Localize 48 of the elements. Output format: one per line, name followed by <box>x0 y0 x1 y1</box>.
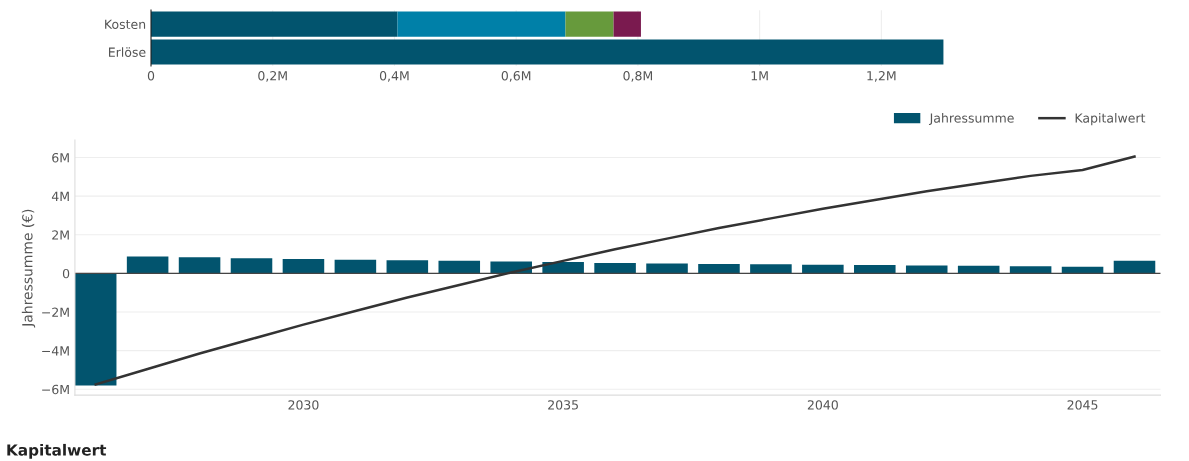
y-axis-title: Jahressumme (€) <box>21 209 36 328</box>
y-tick-label: 0 <box>62 268 70 279</box>
x-tick-label: 2040 <box>807 400 838 410</box>
legend-label: Kapitalwert <box>1075 113 1146 126</box>
bar <box>126 256 169 274</box>
x-tick-label: 2035 <box>548 400 578 410</box>
y-tick-label: −4M <box>42 346 69 356</box>
bar <box>957 265 1000 274</box>
x-tick-label: 1,2M <box>867 71 896 82</box>
x-tick-label: 0,6M <box>501 71 531 82</box>
x-tick-label: 1M <box>751 71 768 81</box>
bar <box>646 263 688 274</box>
y-tick-label: 4M <box>51 191 69 201</box>
line-series <box>94 155 1136 386</box>
bar <box>438 260 481 274</box>
bar <box>178 257 221 274</box>
y-tick-label: Erlöse <box>109 47 146 57</box>
y-tick-label: 2M <box>52 230 69 240</box>
y-tick-label: 6M <box>52 153 69 163</box>
x-tick-label: 0,8M <box>623 71 653 82</box>
bar <box>594 262 636 274</box>
bar <box>613 11 641 37</box>
bar <box>565 11 614 37</box>
bar <box>386 260 429 274</box>
bar <box>151 11 398 37</box>
y-tick-label: −2M <box>42 307 69 317</box>
legend-label: Jahressumme <box>928 113 1014 126</box>
x-tick-label: 2030 <box>288 400 319 410</box>
text: Kapitalwert <box>7 443 107 459</box>
x-tick-label: 0,4M <box>379 71 409 82</box>
bar <box>905 265 948 274</box>
x-tick-label: 2045 <box>1067 400 1098 410</box>
y-tick-label: −6M <box>42 384 69 395</box>
bar <box>802 264 844 274</box>
bar <box>74 273 117 386</box>
y-tick-label: Kosten <box>105 19 146 30</box>
bar <box>1113 260 1156 274</box>
bar <box>854 265 896 274</box>
bar <box>334 259 377 274</box>
bar <box>397 11 566 37</box>
bar <box>1009 266 1052 274</box>
bar <box>698 263 740 274</box>
x-tick-label: 0 <box>147 71 155 81</box>
x-tick-label: 0,2M <box>258 71 287 82</box>
bar <box>230 258 273 274</box>
bar <box>282 258 325 274</box>
bar <box>1061 266 1104 274</box>
bar <box>750 264 792 274</box>
